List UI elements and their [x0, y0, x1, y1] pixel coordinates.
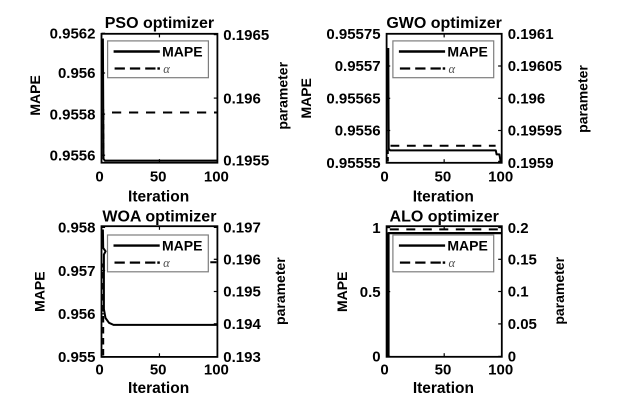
svg-text:Iteration: Iteration — [413, 189, 474, 206]
svg-text:0.2: 0.2 — [508, 220, 529, 237]
svg-text:0.1961: 0.1961 — [508, 26, 554, 43]
svg-text:100: 100 — [204, 362, 229, 379]
svg-text:0.1965: 0.1965 — [223, 27, 269, 44]
svg-text:100: 100 — [488, 168, 513, 185]
svg-text:α: α — [163, 62, 170, 76]
svg-text:0: 0 — [95, 362, 103, 379]
svg-text:0.956: 0.956 — [58, 65, 96, 82]
svg-text:parameter: parameter — [275, 61, 291, 129]
svg-text:0.95575: 0.95575 — [326, 26, 380, 43]
svg-text:50: 50 — [150, 168, 167, 185]
svg-text:MAPE: MAPE — [31, 271, 47, 311]
svg-text:0.15: 0.15 — [508, 252, 537, 269]
svg-text:α: α — [163, 256, 170, 270]
svg-text:0.05: 0.05 — [508, 316, 537, 333]
svg-text:MAPE: MAPE — [447, 238, 487, 254]
svg-text:0.9562: 0.9562 — [50, 26, 96, 43]
svg-text:0.956: 0.956 — [58, 306, 96, 323]
svg-text:0.193: 0.193 — [223, 349, 261, 366]
svg-text:0.95565: 0.95565 — [326, 91, 380, 108]
svg-text:1: 1 — [372, 220, 380, 237]
svg-text:Iteration: Iteration — [128, 189, 189, 206]
svg-text:0.194: 0.194 — [223, 316, 261, 333]
svg-text:0.196: 0.196 — [508, 91, 546, 108]
svg-text:MAPE: MAPE — [162, 238, 202, 254]
svg-text:MAPE: MAPE — [298, 78, 314, 118]
svg-text:0.9557: 0.9557 — [335, 58, 381, 75]
svg-text:100: 100 — [488, 362, 513, 379]
svg-text:GWO optimizer: GWO optimizer — [386, 15, 502, 32]
svg-text:0.19605: 0.19605 — [508, 58, 562, 75]
svg-text:α: α — [449, 256, 456, 270]
svg-text:0: 0 — [380, 362, 388, 379]
svg-text:50: 50 — [435, 168, 452, 185]
svg-text:PSO optimizer: PSO optimizer — [105, 15, 214, 32]
svg-text:α: α — [449, 62, 456, 76]
svg-text:0: 0 — [95, 168, 103, 185]
svg-text:MAPE: MAPE — [334, 272, 350, 312]
svg-text:0.1: 0.1 — [508, 284, 529, 301]
svg-text:0.955: 0.955 — [58, 349, 96, 366]
svg-text:WOA optimizer: WOA optimizer — [102, 208, 216, 225]
svg-text:0.5: 0.5 — [360, 284, 381, 301]
svg-text:0.958: 0.958 — [58, 220, 96, 237]
svg-text:ALO optimizer: ALO optimizer — [390, 208, 499, 225]
svg-text:0.1955: 0.1955 — [223, 153, 269, 170]
svg-text:0.9558: 0.9558 — [50, 106, 96, 123]
svg-text:0.19595: 0.19595 — [508, 123, 562, 140]
svg-text:MAPE: MAPE — [162, 44, 202, 60]
svg-text:parameter: parameter — [272, 257, 288, 325]
svg-text:0.9556: 0.9556 — [335, 123, 381, 140]
svg-text:0.196: 0.196 — [223, 90, 261, 107]
svg-text:50: 50 — [435, 362, 452, 379]
svg-text:100: 100 — [204, 168, 229, 185]
svg-text:MAPE: MAPE — [27, 75, 43, 115]
svg-text:0: 0 — [508, 349, 516, 366]
svg-text:Iteration: Iteration — [128, 380, 189, 397]
svg-text:50: 50 — [150, 362, 167, 379]
svg-text:0.1959: 0.1959 — [508, 155, 554, 172]
svg-text:Iteration: Iteration — [413, 380, 474, 397]
svg-text:0.957: 0.957 — [58, 263, 96, 280]
svg-text:0.95555: 0.95555 — [326, 155, 380, 172]
svg-text:0.197: 0.197 — [223, 220, 261, 237]
svg-text:0.9556: 0.9556 — [50, 147, 96, 164]
svg-text:parameter: parameter — [551, 256, 567, 324]
svg-text:0: 0 — [380, 168, 388, 185]
svg-text:0.196: 0.196 — [223, 252, 261, 269]
svg-text:MAPE: MAPE — [447, 44, 487, 60]
svg-text:0.195: 0.195 — [223, 284, 261, 301]
svg-text:0: 0 — [372, 349, 380, 366]
svg-text:parameter: parameter — [574, 65, 590, 133]
